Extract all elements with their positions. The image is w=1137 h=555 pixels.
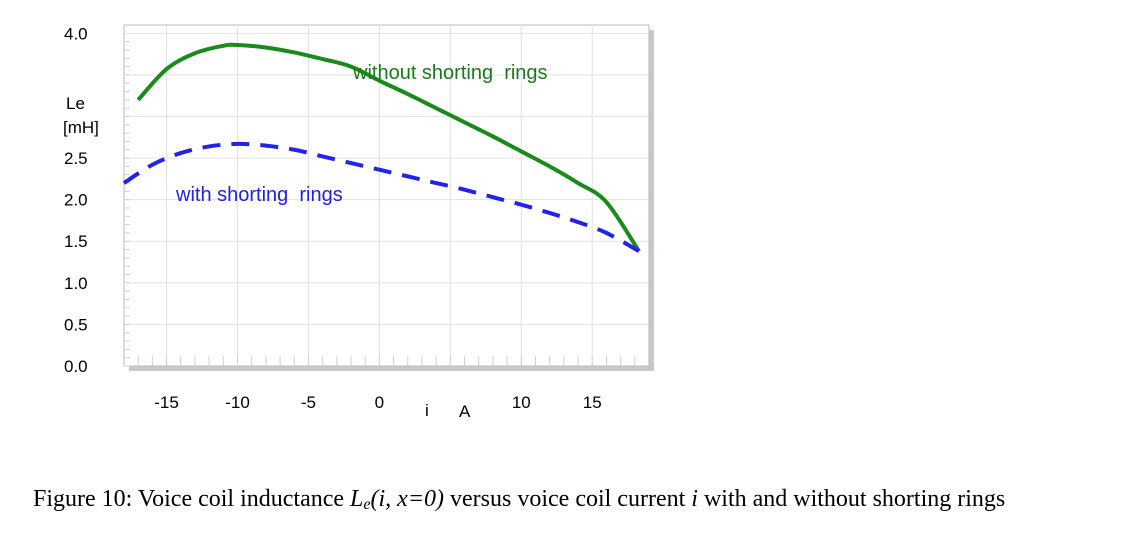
series-line-without-rings bbox=[136, 42, 641, 253]
x-tick-label: 15 bbox=[583, 393, 602, 412]
series-label-with-rings: with shorting rings bbox=[175, 184, 343, 206]
y-tick-label: 2.0 bbox=[64, 191, 88, 210]
caption-suffix: with and without shorting rings bbox=[697, 486, 1006, 512]
series-line-with-rings bbox=[122, 141, 641, 253]
x-tick-label: 0 bbox=[375, 393, 384, 412]
caption-math-args: (i, x=0) bbox=[370, 486, 445, 512]
caption-math-sub: e bbox=[363, 496, 371, 513]
x-tick-label: -15 bbox=[154, 393, 179, 412]
y-tick-label: 0.0 bbox=[64, 357, 88, 376]
y-tick-label: 4.0 bbox=[64, 24, 88, 43]
caption-math-i: i bbox=[691, 486, 698, 512]
series-label-without-rings: without shorting rings bbox=[352, 62, 548, 84]
y-tick-label: 1.5 bbox=[64, 232, 88, 251]
y-tick-label: 0.5 bbox=[64, 315, 88, 334]
line-chart: 4.0 2.5 2.0 1.5 1.0 0.5 0.0 -15 -10 -5 0 10 15 Le [… bbox=[63, 24, 654, 421]
y-axis-label-line2: [mH] bbox=[63, 118, 99, 137]
y-tick-label: 2.5 bbox=[64, 149, 88, 168]
series-layer bbox=[122, 42, 641, 253]
y-tick-labels: 4.0 2.5 2.0 1.5 1.0 0.5 0.0 bbox=[64, 24, 88, 376]
minor-ticks bbox=[124, 41, 636, 367]
y-axis-label-line1: Le bbox=[66, 94, 85, 113]
x-axis-label-symbol: i bbox=[425, 401, 429, 420]
caption-middle: versus voice coil current bbox=[444, 486, 692, 512]
caption-prefix: Figure 10: Voice coil inductance bbox=[33, 486, 351, 512]
x-axis-label-unit: A bbox=[459, 402, 471, 421]
plot-area bbox=[123, 24, 650, 367]
x-tick-label: -10 bbox=[225, 393, 250, 412]
grid bbox=[124, 25, 649, 366]
y-tick-label: 1.0 bbox=[64, 274, 88, 293]
x-tick-labels: -15 -10 -5 0 10 15 bbox=[154, 393, 601, 412]
x-tick-label: 10 bbox=[512, 393, 531, 412]
x-tick-label: -5 bbox=[301, 393, 316, 412]
figure-caption: Figure 10: Voice coil inductance Le(i, x… bbox=[33, 484, 1123, 520]
caption-math-L: Le(i, x=0) bbox=[350, 486, 445, 513]
